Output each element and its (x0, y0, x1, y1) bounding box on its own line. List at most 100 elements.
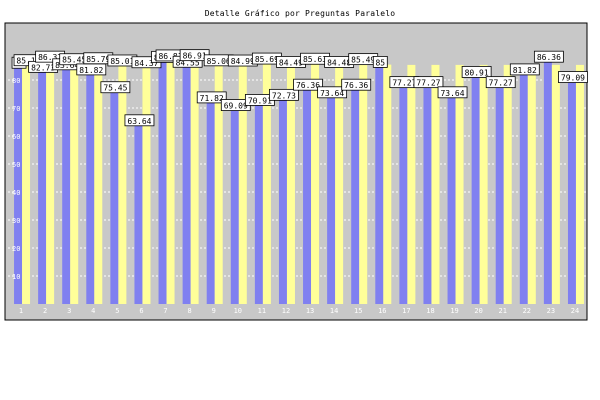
x-tick-label: 8 (188, 307, 192, 315)
bar-series-1 (94, 63, 103, 305)
x-tick-label: 2 (43, 307, 47, 315)
x-tick-label: 12 (282, 307, 290, 315)
data-label-text: 71.82 (200, 94, 224, 103)
data-label-text: 84.37 (134, 59, 158, 68)
bar-series-1 (479, 64, 488, 304)
data-label-text: 85.06 (207, 57, 231, 66)
bar-series-1 (22, 65, 31, 304)
data-label-text: 85.01 (110, 57, 134, 66)
data-label-box (372, 56, 388, 68)
x-tick-label: 22 (523, 307, 531, 315)
bar-series-0 (423, 87, 432, 304)
bar-series-1 (503, 64, 512, 304)
data-label: 73.64 (317, 86, 348, 99)
y-tick-label: 80 (12, 77, 20, 85)
data-label-text: 85.63 (303, 55, 327, 64)
y-tick-label: 70 (12, 105, 20, 113)
data-label-box (196, 91, 227, 104)
data-label-box (413, 76, 444, 89)
x-tick-label: 17 (402, 307, 410, 315)
bar-series-0 (206, 102, 215, 305)
chart-title: Detalle Gráfico por Preguntas Paralelo (204, 9, 396, 18)
data-label-text: 84.48 (327, 58, 351, 67)
data-label-text: 82.73 (31, 63, 55, 72)
bar-series-1 (142, 67, 151, 304)
bar-series-1 (527, 64, 536, 304)
bar-series-1 (359, 64, 368, 305)
bar-series-0 (351, 90, 360, 304)
data-label-box (558, 71, 588, 83)
x-tick-label: 3 (67, 307, 71, 315)
bar-series-1 (46, 62, 55, 304)
x-tick-label: 9 (212, 307, 216, 315)
y-tick-label: 40 (12, 189, 20, 197)
data-label: 80.91 (461, 66, 492, 78)
x-tick-label: 7 (163, 307, 167, 315)
y-tick-label: 50 (12, 161, 20, 169)
data-label: 63.64 (124, 114, 155, 127)
data-label: 71.82 (196, 91, 227, 104)
y-tick-label: 60 (12, 133, 20, 141)
bar-series-0 (278, 100, 287, 304)
data-label-text: 85.49 (351, 56, 375, 65)
data-label: 72.73 (269, 88, 299, 101)
bar-series-0 (182, 67, 191, 304)
bar-series-1 (431, 64, 440, 304)
x-tick-label: 5 (115, 307, 119, 315)
x-tick-label: 19 (450, 307, 458, 315)
data-label-text: 81.82 (79, 66, 103, 75)
bar-series-1 (286, 67, 295, 304)
data-label-box (437, 86, 468, 99)
bar-series-0 (86, 74, 95, 305)
data-label-box (509, 63, 540, 76)
data-label-text: 79.09 (561, 74, 585, 83)
y-tick-label: 10 (12, 273, 20, 281)
bar-series-1 (214, 65, 223, 304)
data-label-box (533, 50, 564, 63)
data-label-text: 85.69 (255, 55, 279, 64)
data-label: 85 (372, 56, 388, 68)
data-label-box (461, 66, 492, 78)
data-label-box (485, 76, 516, 89)
data-label-text: 77.27 (489, 79, 513, 88)
data-label-text: 85.45 (62, 56, 86, 65)
data-label-box (293, 78, 323, 91)
data-label-text: 85.1 (16, 57, 35, 66)
data-label-text: 86.81 (158, 52, 182, 61)
bar-series-1 (70, 64, 79, 305)
bar-series-0 (375, 67, 384, 305)
data-label-box (317, 86, 348, 99)
bar-series-1 (335, 67, 344, 305)
data-label: 77.27 (485, 76, 516, 89)
bar-series-1 (551, 64, 560, 304)
data-label-text: 83.64 (55, 61, 79, 70)
data-label-text: 76.36 (344, 81, 368, 90)
data-label-text: 84.55 (176, 58, 200, 67)
data-label-text: 86.37 (38, 53, 62, 62)
y-tick-label: 30 (12, 217, 20, 225)
x-tick-label: 23 (547, 307, 555, 315)
bar-series-1 (407, 64, 416, 304)
data-label-text: 77.27 (416, 79, 440, 88)
x-tick-label: 24 (571, 307, 579, 315)
y-tick-label: 20 (12, 245, 20, 253)
x-tick-label: 11 (258, 307, 266, 315)
bar-series-0 (303, 90, 312, 304)
bar-series-1 (166, 60, 175, 304)
bar-series-0 (254, 105, 263, 305)
data-label-text: 86.91 (183, 52, 207, 61)
data-label-text: 84.49 (279, 58, 303, 67)
data-label: 75.45 (100, 81, 131, 94)
bar-series-1 (262, 64, 271, 305)
data-label: 76.36 (341, 78, 372, 91)
data-label-text: 85.79 (86, 55, 110, 64)
bar-series-0 (14, 68, 23, 305)
data-label-box (341, 78, 372, 91)
x-tick-label: 4 (91, 307, 95, 315)
data-label: 86.36 (533, 50, 564, 63)
bar-series-1 (118, 65, 127, 304)
bar-series-1 (575, 64, 584, 304)
data-label-text: 86.36 (537, 53, 561, 62)
bar-series-1 (190, 60, 199, 304)
data-label-text: 85 (375, 58, 385, 67)
